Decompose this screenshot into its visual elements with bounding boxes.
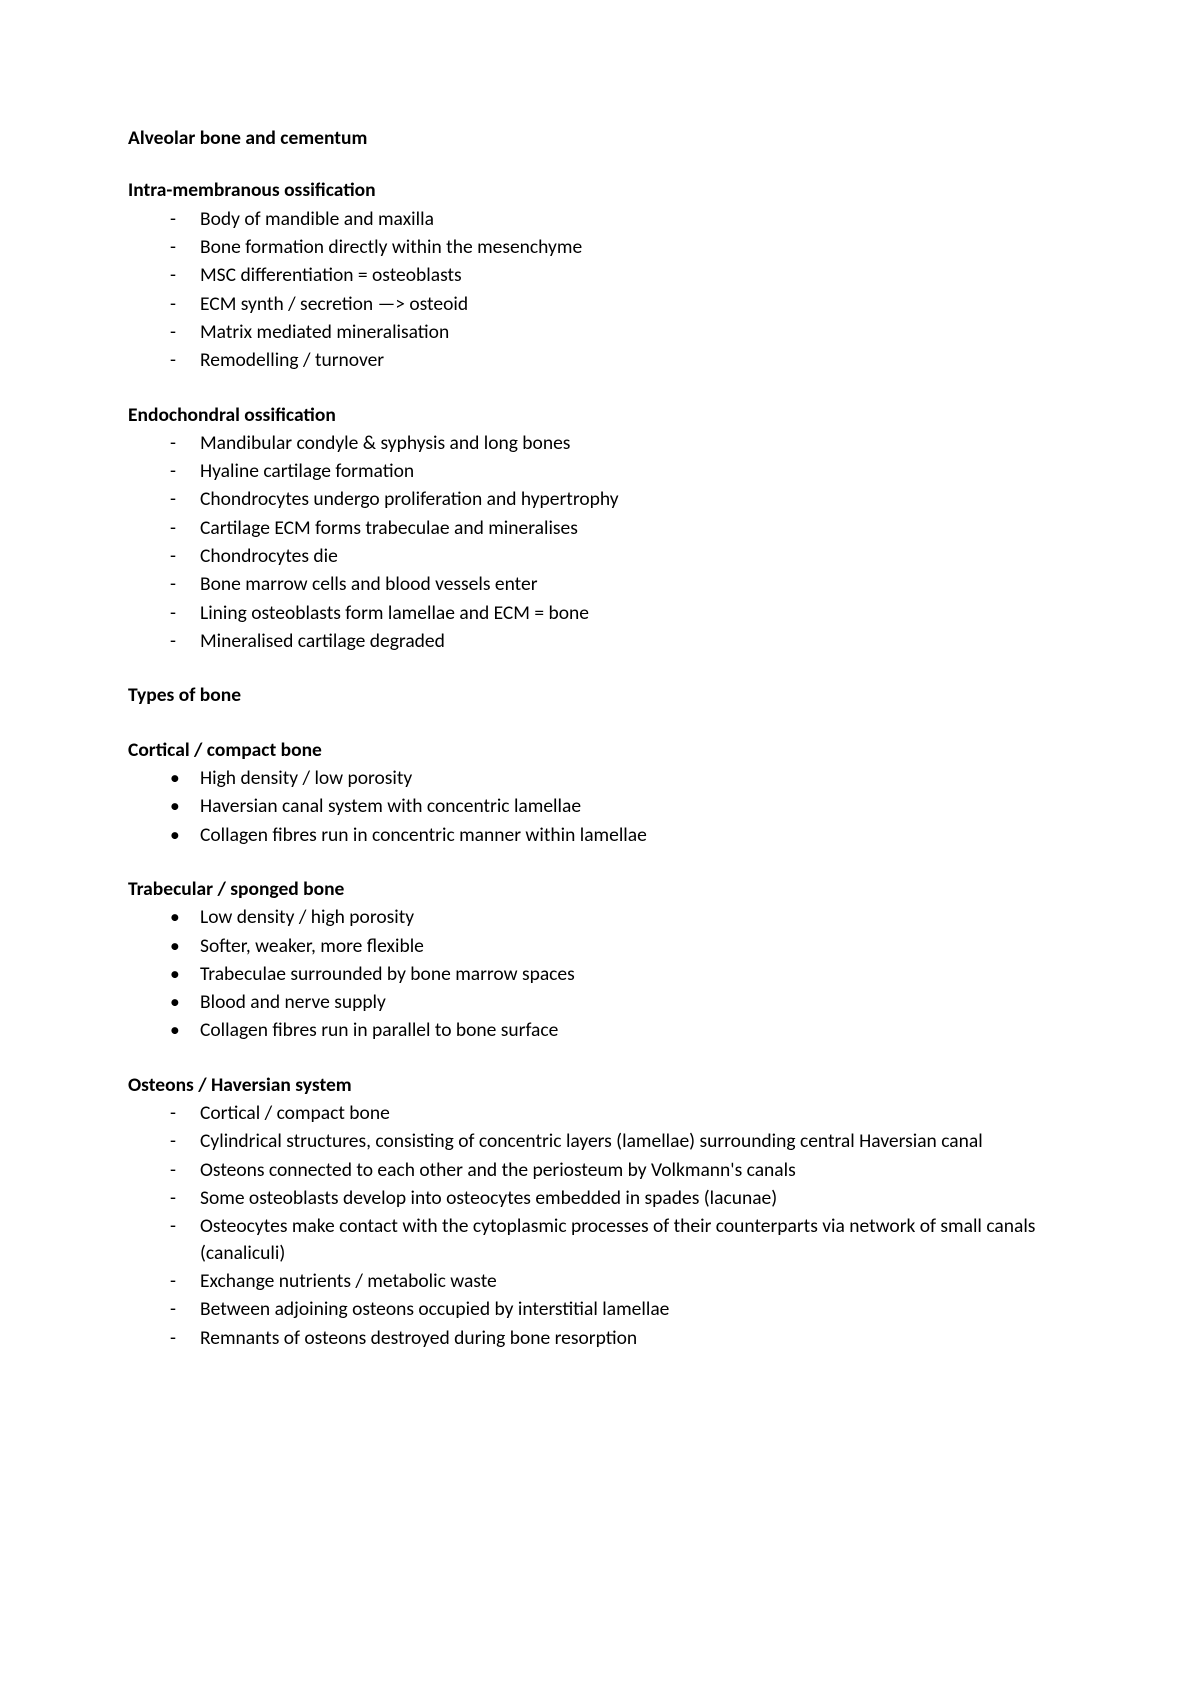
list-item: Bone marrow cells and blood vessels ente…: [128, 571, 1072, 597]
list-item: Between adjoining osteons occupied by in…: [128, 1296, 1072, 1322]
list-item: Collagen fibres run in parallel to bone …: [128, 1017, 1072, 1043]
list-item: Cartilage ECM forms trabeculae and miner…: [128, 515, 1072, 541]
list-item: Remnants of osteons destroyed during bon…: [128, 1325, 1072, 1351]
section-heading: Trabecular / sponged bone: [128, 876, 1072, 902]
page-title: Alveolar bone and cementum: [128, 125, 1072, 151]
list-item: ECM synth / secretion —> osteoid: [128, 291, 1072, 317]
list-item: Haversian canal system with concentric l…: [128, 793, 1072, 819]
list-item: Chondrocytes undergo proliferation and h…: [128, 486, 1072, 512]
list-item: Some osteoblasts develop into osteocytes…: [128, 1185, 1072, 1211]
list-item: Matrix mediated mineralisation: [128, 319, 1072, 345]
list-item: Osteocytes make contact with the cytopla…: [128, 1213, 1072, 1266]
section-heading: Endochondral ossification: [128, 402, 1072, 428]
list-item: Mineralised cartilage degraded: [128, 628, 1072, 654]
list-intramembranous: Body of mandible and maxilla Bone format…: [128, 206, 1072, 374]
list-osteons: Cortical / compact bone Cylindrical stru…: [128, 1100, 1072, 1351]
list-item: Exchange nutrients / metabolic waste: [128, 1268, 1072, 1294]
list-item: Hyaline cartilage formation: [128, 458, 1072, 484]
list-item: High density / low porosity: [128, 765, 1072, 791]
section-heading: Cortical / compact bone: [128, 737, 1072, 763]
document-body: Alveolar bone and cementum Intra-membran…: [128, 125, 1072, 1351]
list-cortical: High density / low porosity Haversian ca…: [128, 765, 1072, 848]
list-item: MSC differentiation = osteoblasts: [128, 262, 1072, 288]
list-endochondral: Mandibular condyle & syphysis and long b…: [128, 430, 1072, 655]
section-gap: [128, 1046, 1072, 1072]
list-trabecular: Low density / high porosity Softer, weak…: [128, 904, 1072, 1044]
list-item: Bone formation directly within the mesen…: [128, 234, 1072, 260]
list-item: Cortical / compact bone: [128, 1100, 1072, 1126]
list-item: Collagen fibres run in concentric manner…: [128, 822, 1072, 848]
list-item: Trabeculae surrounded by bone marrow spa…: [128, 961, 1072, 987]
list-item: Mandibular condyle & syphysis and long b…: [128, 430, 1072, 456]
section-heading: Osteons / Haversian system: [128, 1072, 1072, 1098]
section-gap: [128, 850, 1072, 876]
list-item: Lining osteoblasts form lamellae and ECM…: [128, 600, 1072, 626]
list-item: Blood and nerve supply: [128, 989, 1072, 1015]
list-item: Cylindrical structures, consisting of co…: [128, 1128, 1072, 1154]
section-gap: [128, 656, 1072, 682]
section-heading: Types of bone: [128, 682, 1072, 708]
section-heading: Intra-membranous ossification: [128, 177, 1072, 203]
list-item: Remodelling / turnover: [128, 347, 1072, 373]
list-item: Chondrocytes die: [128, 543, 1072, 569]
section-gap: [128, 376, 1072, 402]
list-item: Body of mandible and maxilla: [128, 206, 1072, 232]
section-gap: [128, 711, 1072, 737]
list-item: Low density / high porosity: [128, 904, 1072, 930]
list-item: Osteons connected to each other and the …: [128, 1157, 1072, 1183]
list-item: Softer, weaker, more flexible: [128, 933, 1072, 959]
